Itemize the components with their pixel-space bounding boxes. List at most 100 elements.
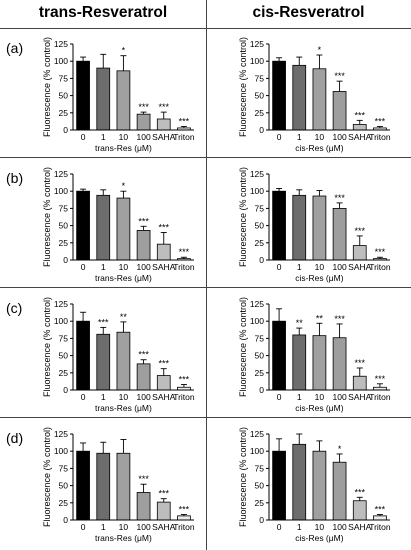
x-axis-label: cis-Res (μM) <box>295 273 344 283</box>
y-tick-label: 25 <box>255 368 265 378</box>
y-tick-label: 50 <box>59 221 69 231</box>
x-axis-label: cis-Res (μM) <box>295 533 344 543</box>
y-tick-label: 100 <box>54 446 68 456</box>
y-tick-label: 50 <box>255 351 265 361</box>
bar <box>96 67 111 131</box>
y-tick-label: 125 <box>250 169 264 179</box>
x-tick-label: 10 <box>119 392 129 402</box>
significance-label: *** <box>179 504 190 514</box>
y-tick-label: 25 <box>255 238 265 248</box>
bar <box>272 60 286 131</box>
y-tick-label: 0 <box>259 385 264 395</box>
x-tick-label: 10 <box>315 392 325 402</box>
significance-label: *** <box>138 350 149 360</box>
chart-c-cis: Fluorescence (% control) 0 25 50 75 100 125 0 **… <box>238 297 391 413</box>
x-tick-label: 0 <box>277 522 282 532</box>
bar <box>76 320 90 391</box>
significance-label: *** <box>158 102 169 112</box>
x-tick-label: 100 <box>332 522 346 532</box>
y-tick-label: 100 <box>250 56 264 66</box>
y-tick-label: 25 <box>59 108 69 118</box>
x-tick-label: 0 <box>81 262 86 272</box>
y-axis-label: Fluorescence (% control) <box>42 427 52 527</box>
x-tick-label: 0 <box>81 392 86 402</box>
x-tick-label: SAHA <box>152 262 175 272</box>
bar <box>352 245 367 261</box>
y-tick-label: 50 <box>255 221 265 231</box>
bar <box>292 443 307 521</box>
significance-label: *** <box>98 317 109 327</box>
bar <box>312 335 327 391</box>
bar <box>332 461 347 521</box>
x-tick-label: 0 <box>277 392 282 402</box>
significance-label: * <box>122 181 126 191</box>
x-axis-label: cis-Res (μM) <box>295 143 344 153</box>
significance-label: *** <box>138 216 149 226</box>
bar <box>292 334 307 391</box>
row-label-b: (b) <box>6 170 24 186</box>
y-tick-label: 0 <box>259 515 264 525</box>
y-tick-label: 100 <box>54 56 68 66</box>
row-label-c: (c) <box>6 300 23 316</box>
y-tick-label: 100 <box>54 316 68 326</box>
row-label-d: (d) <box>6 430 24 446</box>
y-tick-label: 25 <box>59 238 69 248</box>
y-tick-label: 125 <box>250 299 264 309</box>
significance-label: *** <box>158 222 169 232</box>
bar <box>156 501 171 521</box>
x-tick-label: 10 <box>315 132 325 142</box>
x-tick-label: 10 <box>119 262 129 272</box>
x-tick-label: 100 <box>136 262 150 272</box>
bar <box>116 452 131 521</box>
bar <box>332 91 347 131</box>
bar <box>272 450 286 521</box>
y-tick-label: 0 <box>259 125 264 135</box>
significance-label: ** <box>316 313 324 323</box>
significance-label: *** <box>375 504 386 514</box>
y-tick-label: 125 <box>54 429 68 439</box>
significance-label: *** <box>354 358 365 368</box>
y-axis-label: Fluorescence (% control) <box>238 37 248 137</box>
bar <box>136 113 151 131</box>
bar <box>116 70 131 131</box>
significance-label: *** <box>179 374 190 384</box>
bar <box>352 500 367 521</box>
bar <box>136 492 151 521</box>
x-tick-label: SAHA <box>348 522 371 532</box>
y-tick-label: 25 <box>59 368 69 378</box>
divider-row-3 <box>0 417 411 418</box>
column-title-cis: cis-Resveratrol <box>252 4 365 21</box>
y-tick-label: 75 <box>59 73 69 83</box>
x-tick-label: 1 <box>101 392 106 402</box>
x-tick-label: SAHA <box>348 392 371 402</box>
significance-label: ** <box>296 318 304 328</box>
x-tick-label: SAHA <box>152 392 175 402</box>
y-tick-label: 100 <box>54 186 68 196</box>
significance-label: *** <box>138 102 149 112</box>
x-tick-label: Triton <box>369 392 391 402</box>
x-tick-label: Triton <box>173 392 195 402</box>
y-tick-label: 25 <box>255 498 265 508</box>
y-tick-label: 50 <box>59 91 69 101</box>
x-tick-label: SAHA <box>348 262 371 272</box>
bar <box>292 194 307 261</box>
y-tick-label: 75 <box>59 333 69 343</box>
x-tick-label: 100 <box>332 392 346 402</box>
y-tick-label: 0 <box>63 385 68 395</box>
bar <box>272 190 286 261</box>
x-tick-label: SAHA <box>152 132 175 142</box>
y-axis-label: Fluorescence (% control) <box>42 297 52 397</box>
bar <box>332 208 347 261</box>
bar <box>96 333 111 391</box>
bar <box>76 190 90 261</box>
x-tick-label: SAHA <box>152 522 175 532</box>
x-tick-label: SAHA <box>348 132 371 142</box>
bar <box>312 68 327 131</box>
divider-center <box>206 0 207 550</box>
bar <box>156 118 171 131</box>
x-tick-label: 0 <box>81 132 86 142</box>
significance-label: *** <box>354 110 365 120</box>
bar <box>136 363 151 391</box>
x-tick-label: 10 <box>119 132 129 142</box>
y-tick-label: 100 <box>250 446 264 456</box>
